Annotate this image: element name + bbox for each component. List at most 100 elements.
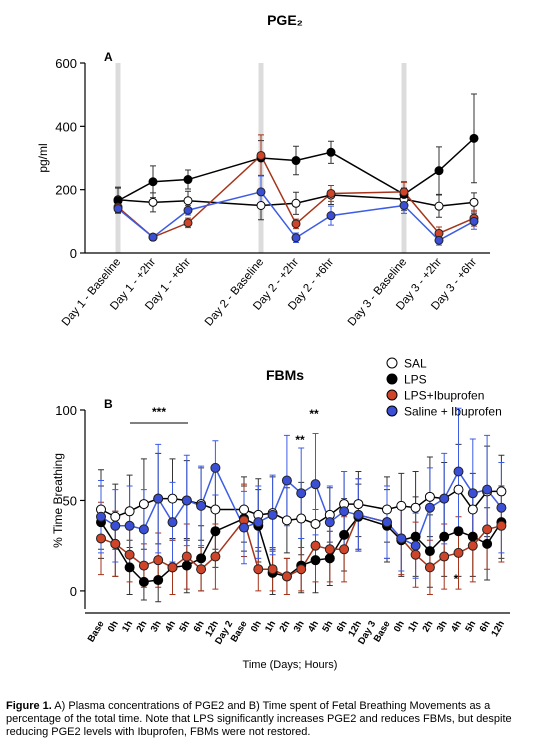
marker <box>138 576 149 587</box>
marker <box>281 475 292 486</box>
marker <box>439 531 450 542</box>
y-tick-label: 600 <box>55 56 77 71</box>
marker <box>167 493 178 504</box>
marker <box>153 575 164 586</box>
marker <box>253 564 264 575</box>
legend-label: LPS <box>404 373 427 387</box>
x-tick-label: 3h <box>435 619 450 634</box>
marker <box>424 562 435 573</box>
marker <box>239 522 249 533</box>
y-tick-label: 100 <box>55 403 77 418</box>
marker <box>434 235 444 245</box>
marker <box>256 150 266 160</box>
marker <box>167 517 178 528</box>
marker <box>110 538 121 549</box>
y-axis-title: pg/ml <box>36 143 50 172</box>
panel-label: B <box>104 397 113 411</box>
marker <box>324 544 335 555</box>
x-tick-label: 4h <box>306 619 321 634</box>
marker <box>196 500 207 511</box>
legend-label: Saline + Ibuprofen <box>404 405 502 419</box>
marker <box>469 197 479 207</box>
marker <box>183 175 193 185</box>
y-tick-label: 0 <box>70 584 77 599</box>
marker <box>482 538 493 549</box>
marker <box>96 533 106 544</box>
marker <box>181 551 192 562</box>
x-tick-label: 5h <box>463 619 478 634</box>
marker <box>138 524 149 535</box>
marker <box>496 502 507 513</box>
marker <box>310 479 321 490</box>
x-tick-label: 1h <box>120 619 135 634</box>
marker <box>210 504 221 515</box>
marker <box>410 549 421 560</box>
marker <box>267 564 278 575</box>
panel-label: A <box>104 50 113 64</box>
marker <box>424 546 435 557</box>
x-tick-label: Day 2 - Baseline <box>203 256 266 328</box>
marker <box>496 486 507 497</box>
marker <box>181 495 192 506</box>
marker <box>296 564 307 575</box>
marker <box>326 188 336 198</box>
marker <box>310 518 321 529</box>
marker <box>339 544 350 555</box>
x-tick-label: 1h <box>263 619 278 634</box>
chart-title: FBMs <box>266 367 304 383</box>
annotation: ** <box>295 433 305 447</box>
y-tick-label: 0 <box>70 246 77 261</box>
marker <box>153 493 164 504</box>
legend-label: SAL <box>404 357 427 371</box>
x-tick-label: 0h <box>249 619 264 634</box>
x-axis-title: Time (Days; Hours) <box>243 659 338 671</box>
marker <box>482 484 493 495</box>
marker <box>424 491 435 502</box>
figure: PGE₂ Apg/ml 0 200 400 600 Day 1 - Baseline Day … <box>36 12 510 671</box>
marker <box>410 531 421 542</box>
x-tick-label: 6h <box>335 619 350 634</box>
x-tick-label: Day 3 - Baseline <box>346 256 409 328</box>
marker <box>281 571 292 582</box>
x-tick-label: 0h <box>392 619 407 634</box>
legend-marker <box>386 405 398 417</box>
marker <box>339 506 350 517</box>
x-tick-label: 4h <box>449 619 464 634</box>
marker <box>124 562 135 573</box>
marker <box>113 204 123 214</box>
marker <box>296 488 307 499</box>
marker <box>291 198 301 208</box>
marker <box>124 520 135 531</box>
x-tick-label: 5h <box>177 619 192 634</box>
x-tick-label: 5h <box>320 619 335 634</box>
marker <box>434 201 444 211</box>
marker <box>183 218 193 228</box>
marker <box>210 526 221 537</box>
x-tick-label: 6h <box>192 619 207 634</box>
annotation: ** <box>309 407 319 421</box>
marker <box>467 488 478 499</box>
x-tick-label: 2h <box>277 619 292 634</box>
marker <box>310 540 321 551</box>
legend-marker <box>386 373 398 385</box>
marker <box>110 511 121 522</box>
marker <box>196 553 207 564</box>
marker <box>439 493 450 504</box>
legend-label: LPS+Ibuprofen <box>404 389 484 403</box>
marker <box>210 462 221 473</box>
y-tick-label: 50 <box>63 493 77 508</box>
marker <box>353 509 364 520</box>
x-tick-label: Base <box>86 619 107 644</box>
marker <box>281 515 292 526</box>
marker <box>326 147 336 157</box>
marker <box>148 232 158 242</box>
marker <box>183 196 193 206</box>
marker <box>469 133 479 143</box>
marker <box>167 562 178 573</box>
x-tick-label: 3h <box>292 619 307 634</box>
marker <box>148 197 158 207</box>
marker <box>181 560 192 571</box>
marker <box>424 502 435 513</box>
marker <box>253 517 264 528</box>
